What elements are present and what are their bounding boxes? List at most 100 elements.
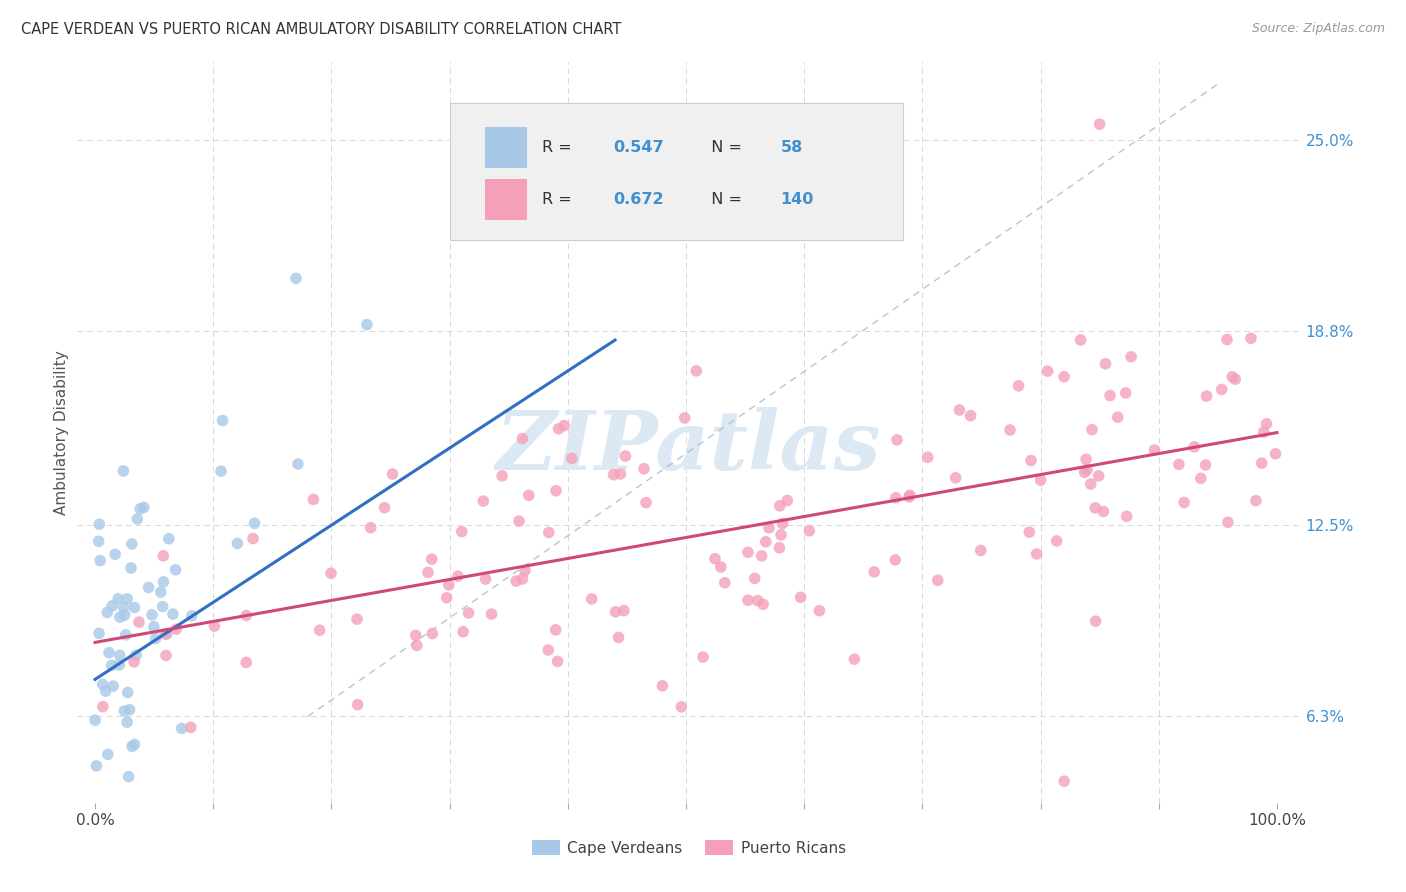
Point bbox=[1029, 473, 1052, 487]
Point bbox=[863, 565, 886, 579]
Point bbox=[138, 581, 160, 595]
Text: CAPE VERDEAN VS PUERTO RICAN AMBULATORY DISABILITY CORRELATION CHART: CAPE VERDEAN VS PUERTO RICAN AMBULATORY … bbox=[21, 22, 621, 37]
Point bbox=[1264, 447, 1286, 461]
Point bbox=[633, 461, 655, 475]
Point bbox=[1253, 425, 1275, 439]
Point bbox=[671, 699, 693, 714]
Point bbox=[513, 564, 536, 578]
Point bbox=[120, 561, 142, 575]
Point bbox=[209, 464, 232, 478]
Point bbox=[1225, 372, 1247, 386]
Point bbox=[156, 627, 179, 641]
Point bbox=[1080, 477, 1102, 491]
Point bbox=[898, 490, 921, 504]
Point bbox=[945, 471, 967, 485]
Point bbox=[1018, 525, 1040, 540]
Point bbox=[758, 521, 780, 535]
Point bbox=[755, 534, 778, 549]
Point bbox=[768, 541, 790, 555]
Point bbox=[685, 364, 707, 378]
Point bbox=[405, 628, 427, 642]
Point bbox=[1115, 509, 1137, 524]
Point bbox=[491, 468, 513, 483]
Point bbox=[381, 467, 404, 481]
Point bbox=[1025, 547, 1047, 561]
Point bbox=[1240, 331, 1263, 345]
Point bbox=[607, 631, 630, 645]
Point bbox=[155, 627, 177, 641]
Point bbox=[115, 715, 138, 730]
Point bbox=[884, 553, 907, 567]
Point bbox=[360, 521, 382, 535]
Point bbox=[1115, 386, 1137, 401]
Point bbox=[561, 451, 583, 466]
Point bbox=[692, 650, 714, 665]
Point bbox=[374, 500, 396, 515]
Point bbox=[89, 517, 111, 532]
Point bbox=[1094, 357, 1116, 371]
Point bbox=[605, 605, 627, 619]
Point bbox=[416, 566, 439, 580]
Point bbox=[959, 409, 981, 423]
Point bbox=[970, 543, 993, 558]
Point bbox=[94, 684, 117, 698]
Text: 140: 140 bbox=[780, 192, 814, 207]
Point bbox=[112, 464, 135, 478]
Point bbox=[101, 679, 124, 693]
Point bbox=[581, 591, 603, 606]
Text: 58: 58 bbox=[780, 140, 803, 155]
Point bbox=[91, 699, 114, 714]
FancyBboxPatch shape bbox=[485, 179, 527, 219]
Point bbox=[1087, 468, 1109, 483]
Point bbox=[121, 739, 143, 754]
Point bbox=[101, 599, 124, 613]
Point bbox=[125, 648, 148, 662]
Point bbox=[84, 713, 107, 727]
Point bbox=[437, 578, 460, 592]
Point bbox=[155, 648, 177, 663]
Point bbox=[613, 604, 636, 618]
Point bbox=[1143, 442, 1166, 457]
Point bbox=[1216, 515, 1239, 529]
Point bbox=[744, 571, 766, 585]
Point bbox=[243, 516, 266, 531]
Point bbox=[927, 574, 949, 588]
Point bbox=[308, 623, 330, 637]
Text: 0.547: 0.547 bbox=[613, 140, 664, 155]
Point bbox=[799, 524, 821, 538]
Point bbox=[1073, 466, 1095, 480]
Point bbox=[472, 494, 495, 508]
Point bbox=[112, 704, 135, 718]
Point bbox=[447, 569, 470, 583]
Point bbox=[152, 599, 174, 614]
Point bbox=[114, 608, 136, 623]
Point bbox=[235, 608, 257, 623]
Point bbox=[302, 492, 325, 507]
Point bbox=[998, 423, 1021, 437]
Point bbox=[1194, 458, 1216, 472]
Point bbox=[884, 491, 907, 505]
Point bbox=[808, 604, 831, 618]
Point bbox=[602, 467, 624, 482]
Point bbox=[422, 626, 444, 640]
Point bbox=[752, 598, 775, 612]
FancyBboxPatch shape bbox=[450, 103, 903, 240]
Point bbox=[356, 318, 378, 332]
Point bbox=[547, 422, 569, 436]
Point bbox=[87, 626, 110, 640]
Point bbox=[1256, 417, 1278, 431]
Point bbox=[770, 528, 793, 542]
Point bbox=[115, 591, 138, 606]
Point bbox=[104, 547, 127, 561]
Point bbox=[1220, 369, 1243, 384]
Point bbox=[202, 619, 225, 633]
Point bbox=[517, 488, 540, 502]
Point bbox=[544, 623, 567, 637]
Point bbox=[152, 574, 174, 589]
Point bbox=[107, 591, 129, 606]
Y-axis label: Ambulatory Disability: Ambulatory Disability bbox=[53, 351, 69, 515]
Point bbox=[121, 537, 143, 551]
Point bbox=[1053, 774, 1076, 789]
Point bbox=[170, 722, 193, 736]
Point bbox=[1019, 453, 1042, 467]
